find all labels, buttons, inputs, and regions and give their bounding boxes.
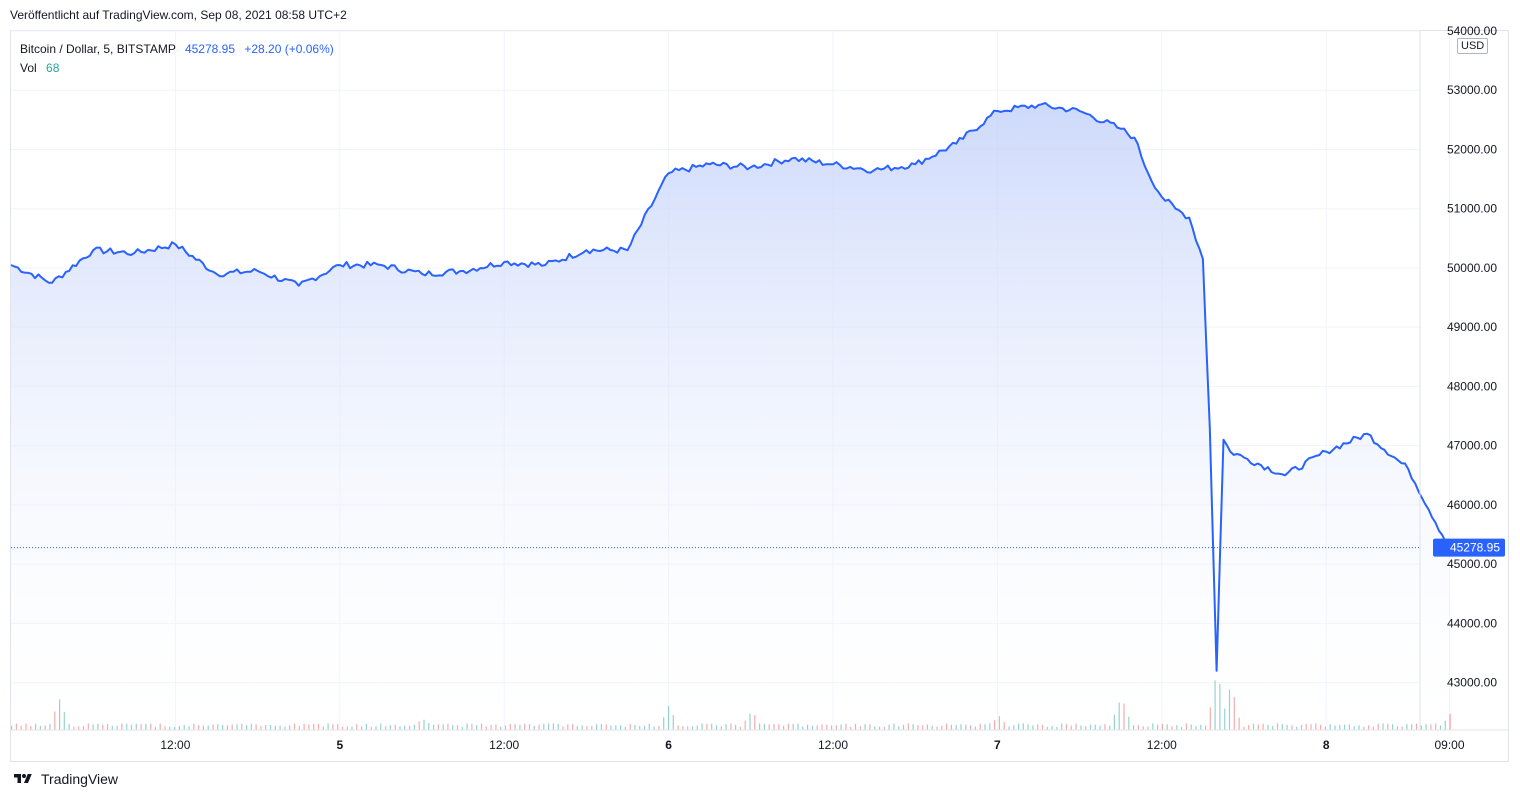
volume-label[interactable]: Vol	[20, 61, 37, 75]
x-tick-label: 12:00	[818, 738, 848, 752]
y-tick-label: 52000.00	[1447, 142, 1497, 156]
price-area	[11, 103, 1449, 730]
x-tick-label: 12:00	[489, 738, 519, 752]
y-tick-label: 50000.00	[1447, 261, 1497, 275]
y-tick-label: 43000.00	[1447, 676, 1497, 690]
y-tick-label: 45000.00	[1447, 557, 1497, 571]
last-price-line: 45278.95	[11, 538, 1505, 557]
price-series-line	[10, 102, 1450, 672]
x-tick-label: 12:00	[1147, 738, 1177, 752]
brand-name: TradingView	[41, 771, 119, 787]
change-value: +28.20 (+0.06%)	[244, 42, 334, 56]
y-tick-label: 46000.00	[1447, 498, 1497, 512]
y-tick-label: 47000.00	[1447, 439, 1497, 453]
currency-badge[interactable]: USD	[1457, 38, 1489, 54]
x-tick-label: 6	[665, 738, 672, 752]
x-tick-label: 8	[1323, 738, 1330, 752]
published-caption: Veröffentlicht auf TradingView.com, Sep …	[10, 8, 347, 22]
y-tick-label: 48000.00	[1447, 379, 1497, 393]
last-price-label: 45278.95	[1450, 541, 1500, 555]
volume-value: 68	[46, 61, 60, 75]
y-axis: 54000.00 53000.00 52000.00 51000.00 50000.00…	[1419, 24, 1497, 730]
y-tick-label: 54000.00	[1447, 24, 1497, 38]
brand[interactable]: TradingView	[11, 771, 118, 787]
y-tick-label: 51000.00	[1447, 202, 1497, 216]
tradingview-logo-icon	[14, 774, 32, 783]
last-price-label-bg	[1433, 538, 1505, 557]
y-tick-label: 53000.00	[1447, 83, 1497, 97]
y-tick-label: 44000.00	[1447, 616, 1497, 630]
chart-legend: Bitcoin / Dollar, 5, BITSTAMP 45278.95 +…	[20, 40, 334, 78]
y-tick-label: 49000.00	[1447, 320, 1497, 334]
x-tick-label: 09:00	[1434, 738, 1464, 752]
x-tick-label: 5	[336, 738, 343, 752]
last-value: 45278.95	[184, 42, 236, 56]
price-area-fill	[11, 103, 1449, 730]
x-tick-label: 12:00	[160, 738, 190, 752]
x-axis: 12:00 5 12:00 6 12:00 7 12:00 8 09:00	[11, 729, 1509, 752]
volume-bar	[1449, 713, 1451, 730]
x-tick-label: 7	[994, 738, 1001, 752]
price-line	[10, 102, 1450, 672]
symbol-label[interactable]: Bitcoin / Dollar, 5, BITSTAMP	[20, 42, 176, 56]
